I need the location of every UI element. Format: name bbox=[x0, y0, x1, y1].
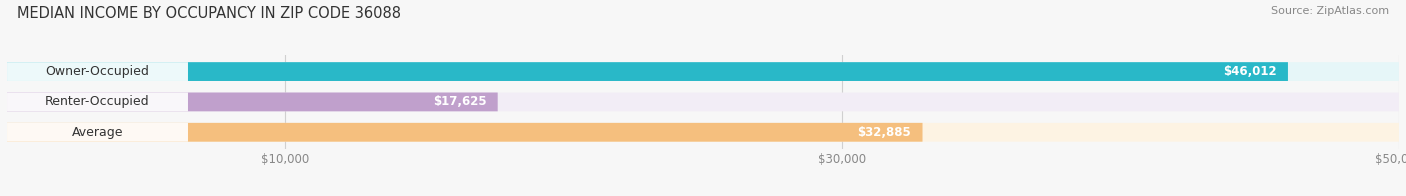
Text: Source: ZipAtlas.com: Source: ZipAtlas.com bbox=[1271, 6, 1389, 16]
Text: Average: Average bbox=[72, 126, 124, 139]
FancyBboxPatch shape bbox=[7, 93, 1399, 111]
Text: $17,625: $17,625 bbox=[433, 95, 486, 108]
Text: $32,885: $32,885 bbox=[858, 126, 911, 139]
Text: Owner-Occupied: Owner-Occupied bbox=[45, 65, 149, 78]
FancyBboxPatch shape bbox=[7, 123, 1399, 142]
Text: $46,012: $46,012 bbox=[1223, 65, 1277, 78]
Text: Renter-Occupied: Renter-Occupied bbox=[45, 95, 150, 108]
FancyBboxPatch shape bbox=[7, 62, 1399, 81]
FancyBboxPatch shape bbox=[7, 123, 922, 142]
FancyBboxPatch shape bbox=[7, 93, 498, 111]
FancyBboxPatch shape bbox=[7, 62, 188, 81]
FancyBboxPatch shape bbox=[7, 62, 1288, 81]
Text: MEDIAN INCOME BY OCCUPANCY IN ZIP CODE 36088: MEDIAN INCOME BY OCCUPANCY IN ZIP CODE 3… bbox=[17, 6, 401, 21]
FancyBboxPatch shape bbox=[7, 93, 188, 111]
FancyBboxPatch shape bbox=[7, 123, 188, 142]
